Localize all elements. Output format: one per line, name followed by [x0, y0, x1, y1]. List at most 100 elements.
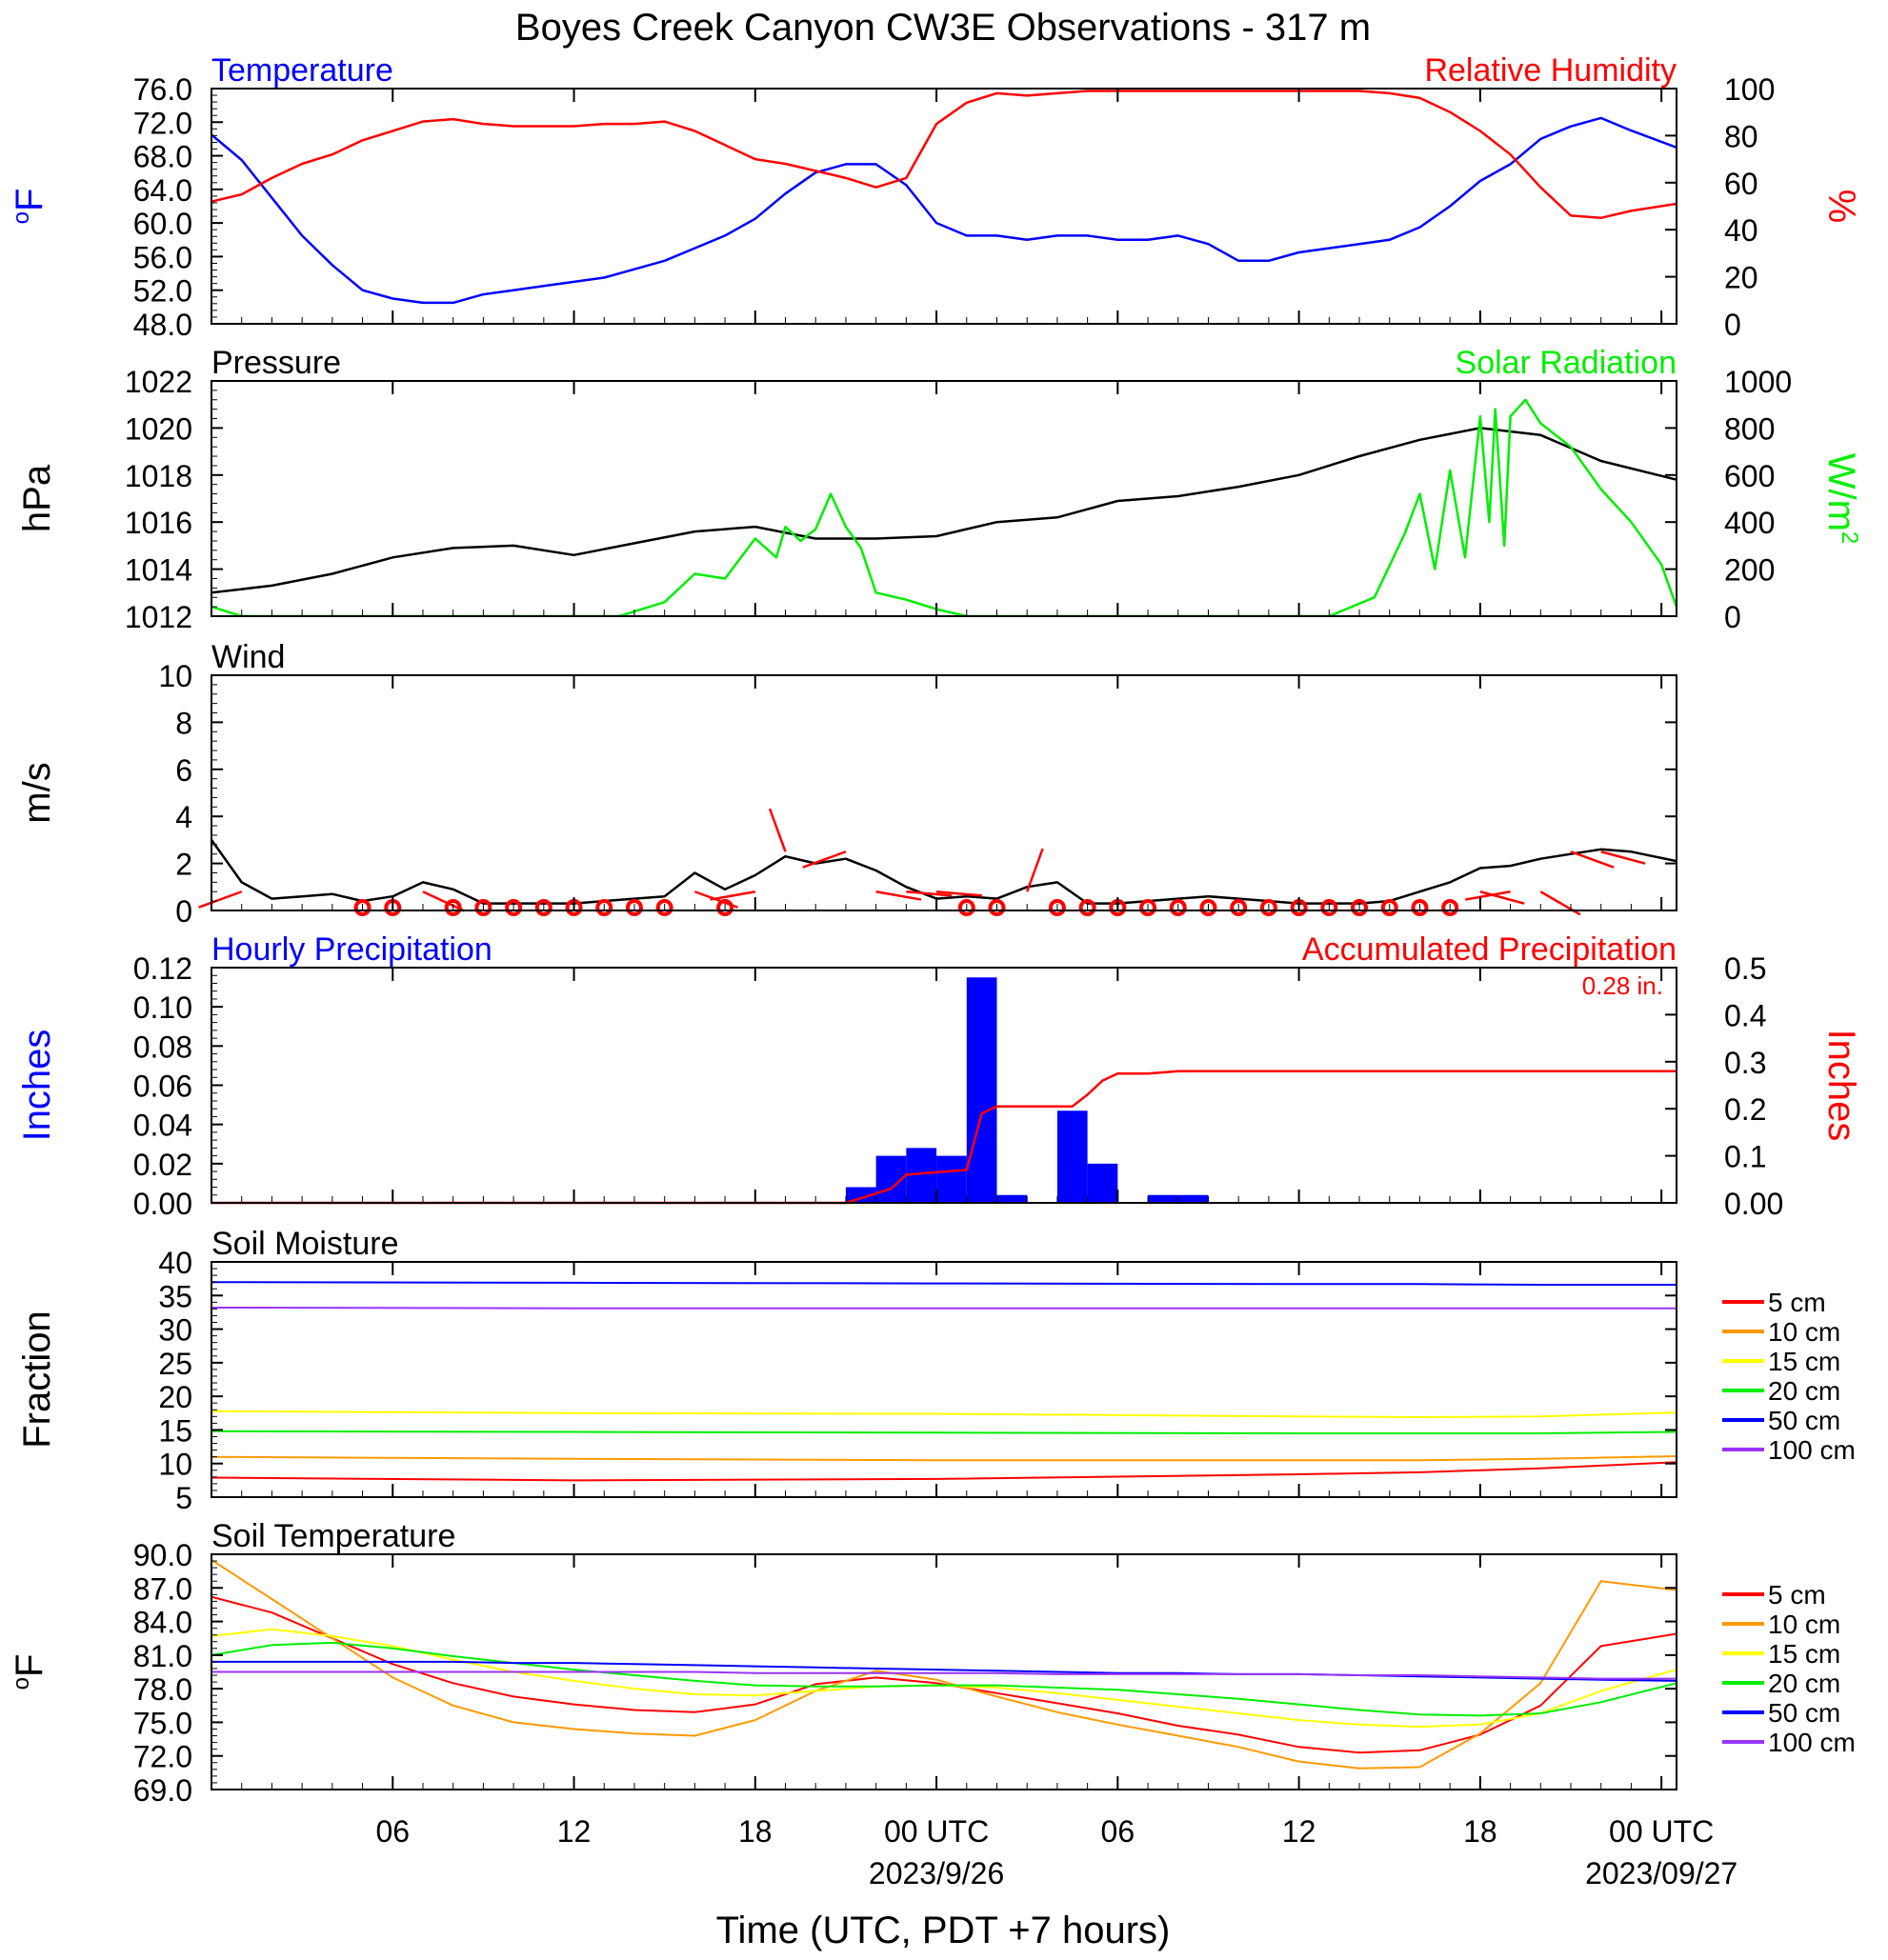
precip-bar [1087, 1163, 1118, 1203]
panel-title-right: Accumulated Precipitation [1302, 931, 1677, 968]
series-group [211, 1281, 1677, 1482]
y-right-tick-label: 800 [1724, 411, 1775, 446]
y-right-tick-label: 0 [1724, 308, 1741, 342]
y-tick-label: 1012 [125, 600, 192, 634]
legend-label: 50 cm [1768, 1698, 1840, 1728]
x-tick-label: 18 [1463, 1814, 1497, 1849]
y-tick-label: 0.00 [133, 1187, 192, 1221]
precip-bar [966, 977, 997, 1203]
y-right-tick-label: 0.4 [1724, 998, 1766, 1032]
wind-barb [1479, 890, 1525, 905]
calm-wind-marker [353, 899, 372, 916]
y-tick-label: 10 [158, 1448, 192, 1482]
y-right-tick-label: 1000 [1724, 365, 1792, 399]
y-tick-label: 10 [158, 659, 192, 693]
precip-bar [1177, 1194, 1209, 1203]
y-right-tick-label: 60 [1724, 167, 1758, 201]
y-tick-label: 1016 [125, 506, 192, 540]
y-tick-label: 68.0 [133, 140, 192, 174]
y-tick-label: 81.0 [133, 1639, 192, 1673]
y-tick-label: 30 [158, 1313, 192, 1348]
calm-wind-marker [1411, 899, 1429, 916]
y-tick-label: 0.02 [133, 1148, 192, 1182]
y-tick-label: 78.0 [133, 1672, 192, 1707]
y-tick-label: 87.0 [133, 1571, 192, 1606]
legend-label: 10 cm [1768, 1610, 1840, 1639]
y-axis-label: oF [9, 1654, 50, 1690]
y-tick-label: 15 [158, 1413, 192, 1448]
calm-wind-marker [1230, 899, 1248, 916]
y-right-axis-label: Inches [1820, 1030, 1862, 1142]
y-axis-label: hPa [16, 464, 58, 532]
precip-bar [1056, 1110, 1088, 1203]
y-tick-label: 1022 [125, 365, 192, 399]
y-right-tick-label: 0.2 [1724, 1092, 1766, 1127]
wind-barb [935, 890, 982, 897]
y-right-tick-label: 0 [1724, 600, 1741, 634]
series-group [211, 1559, 1677, 1770]
precip-total-annotation: 0.28 in. [1582, 971, 1663, 1000]
calm-wind-marker [625, 899, 643, 916]
wind-barb [1600, 850, 1646, 865]
y-tick-label: 48.0 [133, 308, 192, 342]
calm-wind-marker [1199, 899, 1217, 916]
y-tick-label: 6 [175, 753, 192, 788]
x-axis-label: Time (UTC, PDT +7 hours) [716, 1910, 1171, 1951]
legend-label: 15 cm [1768, 1347, 1840, 1376]
y-right-tick-label: 200 [1724, 553, 1775, 588]
x-tick-label: 06 [1101, 1814, 1135, 1849]
legend-label: 10 cm [1768, 1317, 1840, 1347]
series-15-cm [211, 1628, 1677, 1729]
calm-wind-marker [988, 899, 1006, 916]
series-10-cm [211, 1455, 1677, 1462]
legend-label: 20 cm [1768, 1669, 1840, 1698]
series-15-cm [211, 1410, 1677, 1418]
legend-label: 100 cm [1768, 1435, 1856, 1465]
calm-wind-marker [1048, 899, 1066, 916]
y-tick-label: 25 [158, 1347, 192, 1381]
panel-hourly-precipitation: 0.28 in. 0.12 0.10 0.08 0.06 0.04 0.02 0.00 0.5 0… [16, 931, 1862, 1221]
calm-wind-marker [474, 899, 492, 916]
calm-wind-marker [1380, 899, 1398, 916]
panel-title-left: Temperature [211, 52, 393, 89]
x-date-label: 2023/9/26 [869, 1856, 1004, 1890]
calm-wind-marker [1351, 899, 1369, 916]
y-right-tick-label: 0.5 [1724, 951, 1766, 986]
plot-frame [211, 674, 1677, 911]
calm-wind-marker [595, 899, 613, 916]
calm-wind-marker [1441, 899, 1459, 916]
y-tick-label: 0.04 [133, 1109, 192, 1143]
y-axis-label: Fraction [16, 1310, 58, 1449]
y-tick-label: 76.0 [133, 72, 192, 107]
wind-barb [802, 850, 847, 869]
y-right-tick-label: 0.00 [1724, 1187, 1783, 1221]
calm-wind-marker [716, 899, 734, 916]
series-solar-radiation [211, 398, 1677, 616]
panel-title-left: Pressure [211, 345, 341, 381]
wind-barb [906, 890, 953, 897]
calm-wind-marker [534, 899, 552, 916]
precip-bar [1148, 1194, 1178, 1203]
calm-wind-marker [1139, 899, 1157, 916]
series-50-cm [211, 1660, 1677, 1682]
panel-temperature: 76.072.068.064.060.056.052.048.0 100 80 60 4… [9, 52, 1862, 342]
series-100-cm [211, 1670, 1677, 1680]
y-tick-label: 0.12 [133, 951, 192, 986]
calm-wind-marker [1078, 899, 1096, 916]
series-relative-humidity [211, 90, 1677, 220]
y-tick-label: 1018 [125, 459, 192, 493]
series-pressure [211, 427, 1677, 594]
y-axis-label: m/s [16, 762, 58, 823]
y-tick-label: 56.0 [133, 240, 192, 274]
precip-bar [996, 1194, 1028, 1203]
wind-barb [1465, 890, 1511, 901]
precip-bar [936, 1155, 967, 1203]
legend-label: 5 cm [1768, 1288, 1826, 1317]
wind-barb [198, 890, 243, 909]
y-tick-label: 0 [175, 894, 192, 929]
y-axis-label: Inches [16, 1030, 58, 1142]
x-tick-label: 12 [557, 1814, 592, 1849]
y-right-tick-label: 600 [1724, 459, 1775, 493]
